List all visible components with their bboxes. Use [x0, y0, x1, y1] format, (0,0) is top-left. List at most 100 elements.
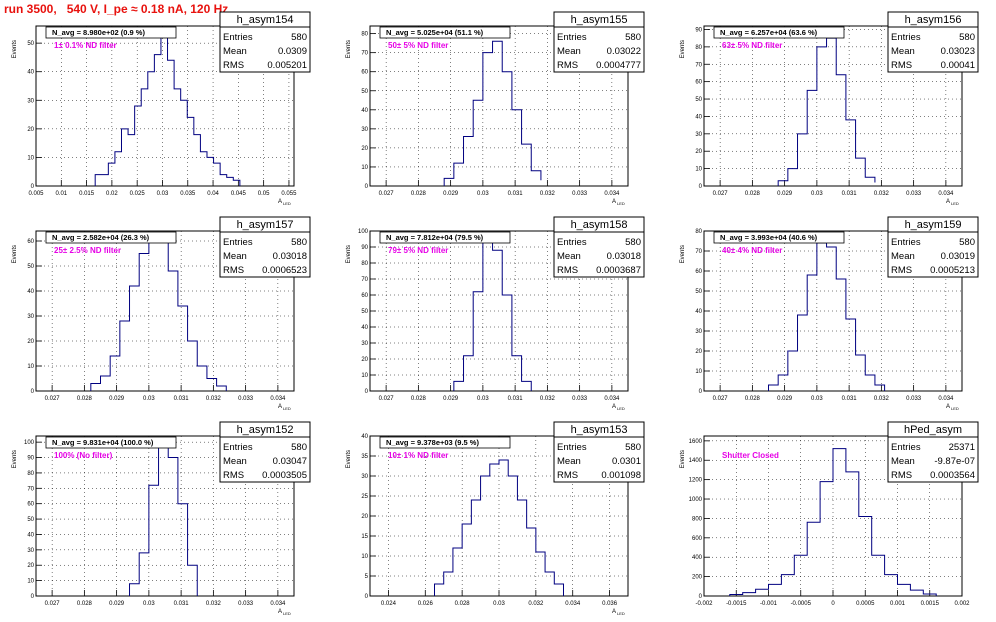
y-tick-label: 80 — [695, 229, 702, 235]
stats-box: h_asym153 Entries 580 Mean 0.0301 RMS 0.001098 — [553, 421, 645, 483]
plot-frame — [369, 25, 629, 187]
y-tick-label: 30 — [695, 132, 702, 138]
x-tick-label: 0.033 — [572, 191, 588, 197]
histogram-name: hPed_asym — [904, 424, 962, 436]
y-tick-label: 50 — [27, 264, 34, 270]
stat-label: RMS — [891, 265, 912, 276]
y-tick-label: 40 — [695, 114, 702, 120]
y-tick-label: 50 — [27, 41, 34, 47]
x-tick-label: 0.031 — [174, 396, 190, 402]
y-tick-label: 15 — [361, 534, 368, 540]
stat-value: 0.0006523 — [262, 265, 307, 276]
navg-box: N_avg = 9.378e+03 (9.5 %) — [379, 436, 511, 449]
x-tick-label: 0.029 — [443, 396, 459, 402]
y-tick-label: 80 — [361, 32, 368, 38]
histogram-panel-h_asym152: 0.027 0.028 0.029 0.03 0.031 0.032 0.033 0.034 0… — [12, 421, 311, 616]
y-tick-label: 35 — [361, 454, 368, 460]
y-tick-label: 20 — [27, 339, 34, 345]
y-tick-label: 90 — [27, 456, 34, 462]
stats-box: h_asym156 Entries 580 Mean 0.03023 RMS 0.00041 — [887, 11, 979, 73]
x-tick-label: 0.029 — [109, 396, 125, 402]
x-axis-title: ALED — [278, 609, 291, 616]
navg-box: N_avg = 2.582e+04 (26.3 %) — [45, 231, 177, 244]
x-tick-label: -0.002 — [695, 601, 713, 607]
x-tick-label: 0.04 — [207, 191, 219, 197]
stat-label: Entries — [557, 237, 587, 248]
x-tick-label: 0.01 — [55, 191, 67, 197]
x-axis-title: ALED — [612, 609, 625, 616]
y-tick-label: 10 — [27, 155, 34, 161]
stat-value: 0.03019 — [941, 251, 975, 262]
navg-box: N_avg = 8.980e+02 (0.9 %) — [45, 26, 177, 39]
y-tick-label: 40 — [27, 289, 34, 295]
y-tick-label: 60 — [695, 269, 702, 275]
y-tick-label: 1600 — [689, 439, 703, 445]
y-tick-label: 90 — [361, 245, 368, 251]
y-tick-label: 10 — [361, 165, 368, 171]
y-tick-label: 0 — [699, 594, 703, 600]
x-tick-label: 0.025 — [130, 191, 146, 197]
x-tick-label: 0.028 — [411, 191, 427, 197]
x-tick-label: -0.0005 — [791, 601, 812, 607]
stats-box: h_asym152 Entries 580 Mean 0.03047 RMS 0.00035… — [219, 421, 311, 483]
x-tick-label: 0.0005 — [856, 601, 875, 607]
x-tick-label: 0.033 — [238, 601, 254, 607]
x-tick-label: 0.027 — [45, 601, 61, 607]
histogram-panel-hPed_asym: -0.002 -0.0015 -0.001 -0.0005 0 0.0005 0.001 0.… — [680, 421, 979, 607]
stat-value: 0.0004777 — [596, 60, 641, 71]
stats-box-frame — [219, 421, 311, 483]
x-tick-label: 0.03 — [143, 601, 155, 607]
y-tick-label: 0 — [699, 184, 703, 190]
y-tick-label: 0 — [31, 594, 35, 600]
histogram-panel-h_asym154: 0.005 0.01 0.015 0.02 0.025 0.03 0.035 0.04 0.04… — [12, 11, 311, 206]
histogram-panel-h_asym159: 0.027 0.028 0.029 0.03 0.031 0.032 0.033 0.034 0… — [680, 216, 979, 411]
y-tick-label: 400 — [692, 555, 703, 561]
y-tick-label: 5 — [365, 574, 369, 580]
x-tick-label: 0.034 — [270, 601, 286, 607]
stat-value: 580 — [625, 442, 641, 453]
plot-frame — [35, 230, 295, 392]
stat-value: 0.001098 — [601, 470, 641, 481]
stats-box-frame — [887, 216, 979, 278]
y-axis-title: Events — [346, 450, 352, 468]
stats-box-frame — [553, 216, 645, 278]
x-tick-label: 0.029 — [777, 396, 793, 402]
stat-label: RMS — [223, 60, 244, 71]
y-tick-label: 70 — [695, 62, 702, 68]
stat-value: 0.0301 — [612, 456, 641, 467]
x-tick-label: 0.03 — [157, 191, 169, 197]
y-tick-label: 1000 — [689, 497, 703, 503]
x-tick-label: 0.05 — [258, 191, 270, 197]
stat-label: Entries — [223, 442, 253, 453]
stat-label: RMS — [557, 60, 578, 71]
stat-label: Entries — [891, 32, 921, 43]
y-tick-label: 60 — [361, 293, 368, 299]
y-tick-label: 0 — [699, 389, 703, 395]
y-axis-title: Events — [680, 450, 686, 468]
stat-label: Mean — [223, 46, 247, 57]
y-tick-label: 200 — [692, 575, 703, 581]
x-tick-label: 0.032 — [540, 191, 556, 197]
y-tick-label: 40 — [361, 434, 368, 440]
histogram-name: h_asym153 — [571, 424, 628, 436]
histogram-series — [434, 459, 564, 596]
stat-value: 0.0005213 — [930, 265, 975, 276]
x-tick-label: 0.031 — [508, 396, 524, 402]
histogram-panel-h_asym153: 0.024 0.026 0.028 0.03 0.032 0.034 0.036 0 5 10 15… — [346, 421, 645, 616]
navg-box: N_avg = 7.812e+04 (79.5 %) — [379, 231, 511, 244]
x-tick-label: 0.032 — [528, 601, 544, 607]
navg-label: N_avg = 3.993e+04 (40.6 %) — [720, 233, 818, 242]
navg-box: N_avg = 6.257e+04 (63.6 %) — [713, 26, 845, 39]
navg-box-frame — [379, 26, 511, 39]
x-tick-label: 0.027 — [45, 396, 61, 402]
navg-box-frame — [713, 231, 845, 244]
navg-box-frame — [45, 436, 177, 449]
x-tick-label: 0.03 — [811, 396, 823, 402]
y-tick-label: 80 — [695, 45, 702, 51]
x-tick-label: 0.032 — [206, 396, 222, 402]
y-tick-label: 100 — [24, 440, 35, 446]
y-tick-label: 20 — [361, 514, 368, 520]
x-tick-label: 0.024 — [381, 601, 397, 607]
y-tick-label: 0 — [31, 389, 35, 395]
